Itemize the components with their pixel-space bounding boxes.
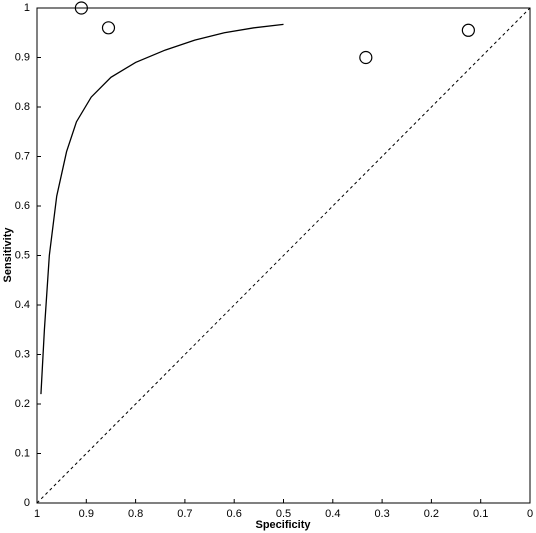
y-tick-label: 0.7 <box>15 150 30 162</box>
x-tick-label: 0.3 <box>374 508 389 520</box>
study-point <box>74 1 88 15</box>
y-tick-label: 0.8 <box>15 101 30 113</box>
x-tick-label: 0.6 <box>227 508 242 520</box>
x-tick-label: 1 <box>34 508 40 520</box>
y-tick-label: 0.5 <box>15 249 30 261</box>
y-tick-label: 1 <box>24 2 30 14</box>
y-tick-label: 0.6 <box>15 200 30 212</box>
y-axis-label: Sensitivity <box>2 227 14 283</box>
y-tick-label: 0.3 <box>15 348 30 360</box>
sroc-curve <box>40 23 284 395</box>
study-point <box>101 21 116 35</box>
x-tick-label: 0.2 <box>424 508 439 520</box>
x-tick-label: 0.9 <box>79 508 94 520</box>
study-point <box>359 50 373 65</box>
y-tick-label: 0 <box>24 497 30 509</box>
y-tick-label: 0.2 <box>15 398 30 410</box>
y-tick-label: 0.1 <box>15 447 30 459</box>
x-tick-label: 0.7 <box>177 508 192 520</box>
x-tick-label: 0.4 <box>325 508 340 520</box>
x-tick-label: 0.1 <box>473 508 488 520</box>
y-tick-label: 0.4 <box>15 299 30 311</box>
x-tick-label: 0 <box>527 508 533 520</box>
x-tick-label: 0.5 <box>276 508 291 520</box>
y-tick-label: 0.9 <box>15 51 30 63</box>
study-point <box>461 23 475 37</box>
x-axis-label: Specificity <box>255 519 311 531</box>
x-tick-label: 0.8 <box>128 508 143 520</box>
reference-diagonal <box>36 7 531 504</box>
